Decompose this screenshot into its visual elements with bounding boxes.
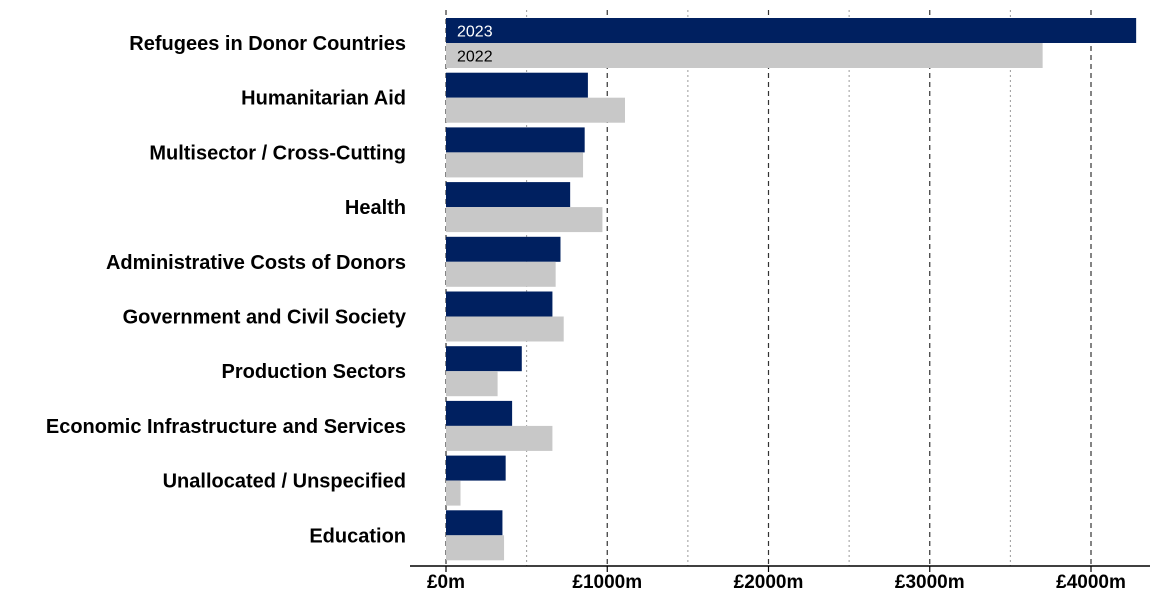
category-label: Humanitarian Aid (241, 88, 406, 110)
bar-2023 (446, 182, 571, 208)
category-label: Unallocated / Unspecified (163, 471, 406, 493)
bar-2022 (446, 480, 461, 506)
category-label: Government and Civil Society (123, 307, 407, 329)
bar-2023 (446, 127, 585, 153)
bar-2023 (446, 18, 1137, 43)
x-tick-label: £3000m (895, 572, 965, 591)
x-tick-label: £4000m (1056, 572, 1126, 591)
legend-label-2022: 2022 (457, 49, 493, 66)
category-label: Health (345, 197, 406, 219)
x-tick-label: £1000m (572, 572, 642, 591)
bar-2022 (446, 97, 625, 123)
bar-2023 (446, 400, 513, 426)
bar-2023 (446, 72, 588, 98)
bar-2022 (446, 261, 556, 287)
category-label: Refugees in Donor Countries (129, 33, 406, 55)
bar-2022 (446, 152, 584, 178)
category-label: Administrative Costs of Donors (106, 252, 406, 274)
bar-2022 (446, 371, 498, 397)
bar-2023 (446, 291, 553, 317)
bar-2022 (446, 535, 505, 561)
legend-label-2023: 2023 (457, 24, 493, 41)
x-tick-label: £0m (427, 572, 465, 591)
category-label: Multisector / Cross-Cutting (149, 142, 406, 164)
x-axis: £0m £1000m £2000m £3000m £4000m (410, 565, 1150, 591)
bar-2022 (446, 316, 564, 342)
bar-2023 (446, 236, 561, 262)
category-label: Production Sectors (222, 361, 406, 383)
category-label: Economic Infrastructure and Services (46, 416, 406, 438)
bar-2022 (446, 43, 1043, 68)
bar-2022 (446, 425, 553, 451)
category-labels: Refugees in Donor Countries Humanitarian … (46, 33, 407, 547)
bar-2023 (446, 510, 503, 536)
category-label: Education (309, 525, 406, 547)
bar-2022 (446, 207, 603, 233)
x-tick-label: £2000m (734, 572, 804, 591)
bar-2023 (446, 346, 522, 372)
bar-2023 (446, 455, 506, 481)
bars: 2023 2022 (446, 18, 1137, 561)
